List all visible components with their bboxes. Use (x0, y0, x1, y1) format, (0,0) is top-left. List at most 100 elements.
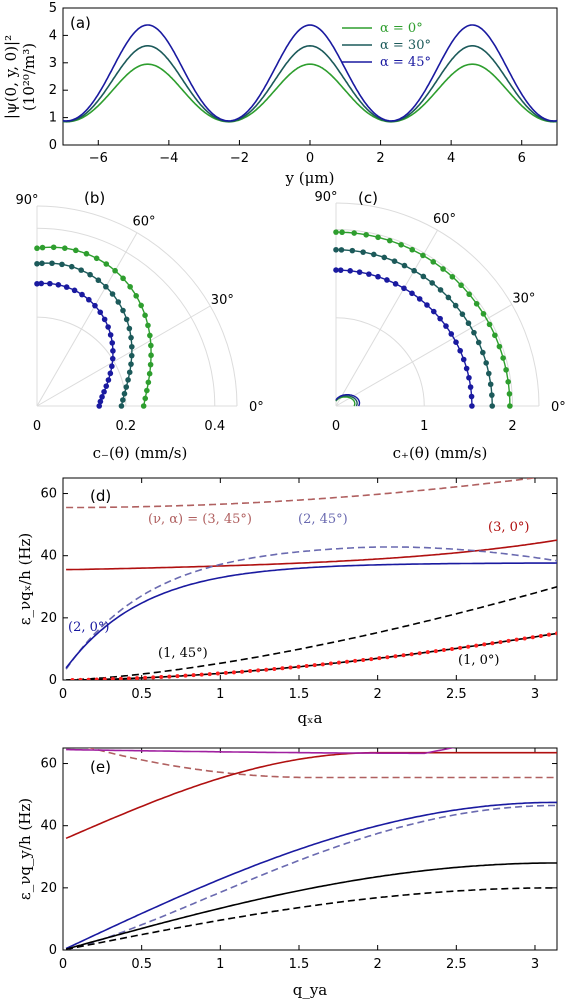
panel-a-series-0 (62, 63, 558, 123)
panel-e-series-1 (65, 751, 557, 840)
panel-a-xtick-label-5: 4 (447, 151, 455, 166)
panel-d-ytick-label-3: 60 (40, 487, 57, 502)
panel-b-point-2-23 (34, 280, 40, 287)
panel-d-dot-35 (353, 658, 358, 663)
panel-a-legend-label-2: α = 45° (380, 55, 431, 70)
panel-c-point-2-11 (430, 308, 437, 315)
panel-e-xticks: 0 0.5 1 1.5 2 2.5 3 (59, 748, 539, 972)
panel-b-point-2-5 (105, 377, 112, 383)
panel-c-point-2-4 (463, 365, 470, 372)
panel-e-xtick-label-0: 0 (59, 957, 67, 972)
panel-e-series-6 (66, 748, 456, 755)
panel-b-xlabel: c₋(θ) (mm/s) (93, 444, 188, 462)
panel-d-dot-46 (441, 648, 446, 653)
panel-d-dot-55 (514, 637, 519, 642)
panel-d-dot-44 (425, 650, 430, 655)
panel-d-dot-6 (118, 676, 123, 680)
panel-b-point-2-21 (47, 280, 53, 287)
panel-d-dot-29 (304, 663, 309, 668)
panel-d: (d) 0 20 40 60 0 0.5 1 1.5 2 2.5 3 (ν, α) = (3, 4… (16, 477, 558, 727)
panel-c-point-2-0 (469, 403, 475, 409)
panel-d-dot-17 (207, 672, 212, 677)
panel-c-point-2-19 (366, 271, 372, 277)
panel-b-angle-label-3: 90° (15, 193, 38, 208)
panel-d-dot-25 (272, 666, 277, 671)
panel-d-dot-27 (288, 665, 293, 670)
panel-b-point-2-15 (92, 302, 98, 309)
panel-c-point-0-11 (458, 282, 464, 289)
panel-b-point-0-11 (138, 302, 144, 309)
panel-b-point-1-16 (95, 277, 102, 284)
panel-a-legend-label-1: α = 30° (380, 38, 431, 53)
panel-e-series-0 (87, 748, 557, 779)
panel-b-point-2-20 (55, 282, 62, 288)
panel-e: (e) 0 20 40 60 0 0.5 1 1.5 2 2.5 3 q_ya ε_νq_y/h … (16, 747, 558, 999)
panel-c-point-0-20 (363, 231, 369, 238)
panel-b-point-2-14 (97, 309, 104, 316)
panel-b-label: (b) (84, 189, 105, 207)
panel-b-point-2-4 (103, 383, 110, 389)
panel-d-dot-19 (223, 670, 228, 675)
panel-b-point-0-23 (34, 245, 40, 252)
panel-d-xtick-label-1: 0.5 (131, 687, 152, 702)
panel-c-point-2-9 (443, 323, 449, 329)
panel-c-point-1-11 (445, 294, 452, 301)
panel-b-point-1-20 (59, 261, 65, 268)
panel-d-dot-33 (336, 660, 341, 665)
panel-a-xtick-label-3: 0 (306, 151, 314, 166)
panel-d-dot-7 (126, 676, 131, 680)
panel-a-ytick-label-5: 5 (49, 1, 57, 16)
panel-c-point-0-1 (506, 391, 513, 397)
panel-c-point-1-15 (411, 267, 417, 274)
panel-c-point-1-14 (420, 273, 427, 280)
panel-b-spoke-2 (36, 232, 138, 407)
panel-c-point-0-2 (505, 379, 511, 385)
panel-c-point-2-12 (424, 302, 430, 308)
panel-d-dot-53 (498, 640, 503, 645)
panel-c-point-1-5 (480, 349, 486, 356)
panel-b-point-0-7 (148, 342, 154, 349)
panel-a-xtick-label-6: 6 (518, 151, 526, 166)
panel-d-dot-18 (215, 671, 220, 676)
panel-d-ytick-label-0: 0 (49, 673, 57, 688)
panel-b-curves (34, 244, 154, 409)
panel-d-series-2 (65, 546, 557, 670)
panel-b-spoke-1 (36, 305, 211, 407)
panel-a-ylabel-line1: |ψ(0, y, 0)|² (2, 35, 20, 119)
panel-c-point-2-18 (375, 273, 381, 280)
panel-a-xtick-label-2: −2 (230, 151, 249, 166)
panel-c-spoke-1 (335, 304, 513, 407)
panel-d-dot-3 (94, 677, 99, 680)
panel-c-point-1-21 (349, 247, 356, 254)
panel-e-label: (e) (90, 758, 111, 776)
panel-c-point-0-6 (492, 332, 498, 339)
panel-d-xlabel: qₓa (298, 709, 323, 727)
panel-a-xlabel: y (μm) (285, 169, 335, 187)
panel-e-xtick-label-1: 0.5 (131, 957, 152, 972)
panel-c-point-2-16 (392, 281, 399, 287)
panel-b-point-1-9 (128, 334, 134, 341)
panel-d-dot-57 (530, 635, 535, 640)
panel-d-series-1 (66, 539, 557, 571)
panel-d-dot-32 (328, 661, 333, 666)
panel-b-angle-label-2: 60° (132, 215, 155, 230)
panel-a-xtick-label-4: 2 (376, 151, 384, 166)
panel-b-point-2-3 (101, 388, 107, 395)
panel-b-point-2-17 (79, 291, 85, 298)
panel-d-dot-28 (296, 664, 301, 669)
panel-b-point-1-12 (120, 307, 126, 314)
panel-d-dot-49 (466, 644, 471, 649)
panel-b-point-0-10 (142, 312, 148, 319)
panel-b-point-2-7 (109, 363, 115, 370)
panel-d-xtick-label-0: 0 (59, 687, 67, 702)
panel-c-xlabel: c₊(θ) (mm/s) (393, 444, 488, 462)
panel-d-xtick-label-5: 2.5 (446, 687, 467, 702)
panel-e-clipped (65, 748, 557, 950)
panel-c-point-0-21 (351, 230, 357, 236)
panel-e-series-3 (65, 804, 557, 950)
panel-d-yticks: 0 20 40 60 (40, 487, 557, 688)
panel-c-label: (c) (358, 189, 378, 207)
panel-b-point-1-19 (68, 263, 75, 270)
panel-a-ytick-label-4: 4 (49, 28, 57, 43)
panel-a-ytick-label-3: 3 (49, 56, 57, 71)
